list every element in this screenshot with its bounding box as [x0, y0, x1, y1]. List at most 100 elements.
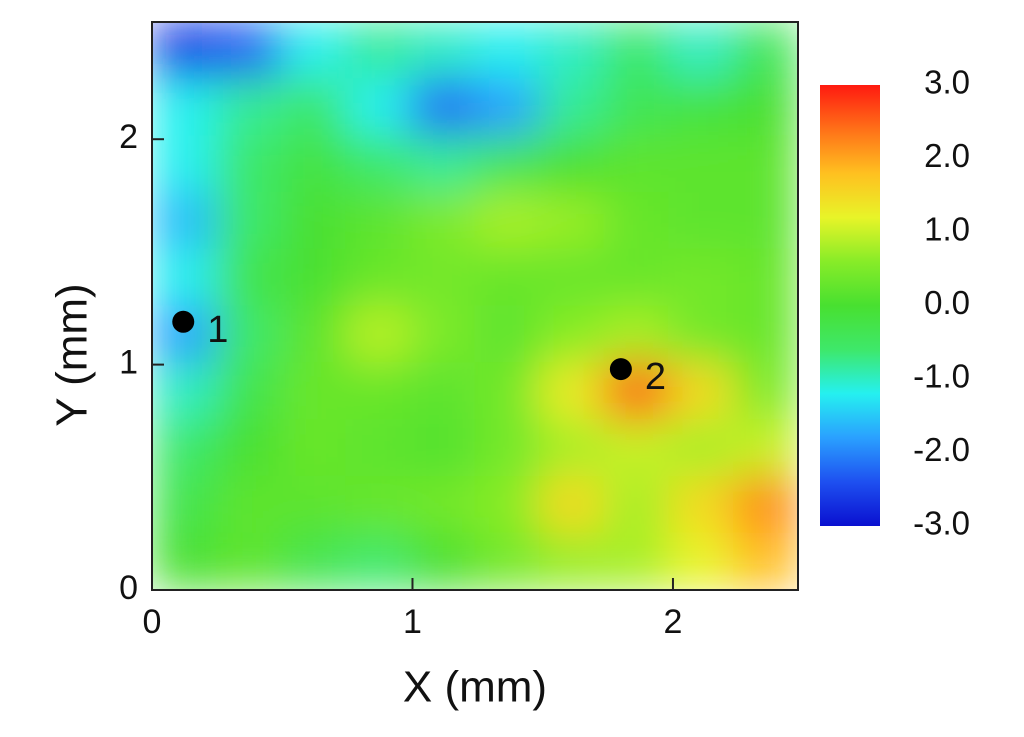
heatmap-cell: [280, 22, 347, 80]
heatmap-cell: [345, 362, 411, 421]
heatmap-cell: [474, 362, 541, 421]
heatmap-cell: [603, 78, 670, 137]
heatmap-cell: [474, 78, 541, 137]
y-tick-label: 1: [119, 344, 138, 382]
heatmap-cell: [732, 532, 798, 590]
heatmap-cell: [603, 305, 670, 364]
heatmap-cell: [732, 78, 798, 137]
heatmap-cell: [539, 475, 605, 534]
heatmap-cell: [539, 78, 605, 137]
y-tick-label: 0: [119, 569, 138, 607]
heatmap-cell: [732, 191, 798, 250]
heatmap-cell: [732, 305, 798, 364]
heatmap-cell: [280, 305, 347, 364]
heatmap-cell: [668, 135, 734, 193]
colorbar-tick-label: 1.0: [924, 211, 970, 248]
heatmap-cell: [345, 419, 411, 477]
plot-frame: [151, 21, 799, 591]
heatmap-cell: [409, 191, 476, 250]
heatmap-cell: [280, 475, 347, 534]
heatmap-cell: [409, 419, 476, 477]
heatmap-cell: [152, 475, 218, 534]
heatmap-cell: [668, 475, 734, 534]
colorbar-tick-label: -1.0: [913, 358, 970, 395]
heatmap-cell: [409, 22, 476, 80]
heatmap-cell: [668, 78, 734, 137]
heatmap-cell: [216, 135, 282, 193]
heatmap-cell: [216, 78, 282, 137]
heatmap-cell: [280, 191, 347, 250]
heatmap-cell: [345, 305, 411, 364]
heatmap-cell: [603, 22, 670, 80]
heatmap-cell: [216, 419, 282, 477]
heatmap-cell: [216, 191, 282, 250]
heatmap-cell: [345, 78, 411, 137]
x-tick-label: 2: [664, 603, 683, 641]
heatmap-cell: [280, 135, 347, 193]
colorbar-tick-label: -2.0: [913, 431, 970, 468]
heatmap-cell: [216, 305, 282, 364]
heatmap-cell: [409, 362, 476, 421]
heatmap-cell: [539, 362, 605, 421]
heatmap-cell: [216, 248, 282, 307]
heatmap-cell: [539, 248, 605, 307]
heatmap-cell: [732, 362, 798, 421]
colorbar-tick-label: -3.0: [913, 505, 970, 542]
heatmap-cell: [345, 475, 411, 534]
heatmap-cell: [280, 78, 347, 137]
heatmap-cell: [474, 305, 541, 364]
heatmap-cell: [152, 248, 218, 307]
colorbar-tick-label: 0.0: [924, 284, 970, 321]
heatmap-cell: [668, 191, 734, 250]
heatmap-cell: [603, 419, 670, 477]
heatmap-cell: [668, 419, 734, 477]
heatmap-cell: [409, 475, 476, 534]
colorbar-tick-label: 3.0: [924, 64, 970, 101]
heatmap-cell: [668, 362, 734, 421]
heatmap-cell: [539, 532, 605, 590]
heatmap-cell: [603, 475, 670, 534]
heatmap-cell: [345, 191, 411, 250]
heatmap-cell: [216, 475, 282, 534]
colorbar: [820, 85, 880, 526]
heatmap-cell: [409, 248, 476, 307]
heatmap-cell: [345, 22, 411, 80]
heatmap-cell: [152, 22, 218, 80]
heatmap-cell: [152, 191, 218, 250]
heatmap-cell: [409, 305, 476, 364]
heatmap-cell: [539, 191, 605, 250]
marker-point: [609, 358, 632, 381]
heatmap-cell: [345, 135, 411, 193]
heatmap-cell: [152, 419, 218, 477]
heatmap-cell: [152, 135, 218, 193]
heatmap-cell: [474, 475, 541, 534]
heatmap: [152, 22, 798, 590]
heatmap-cell: [603, 191, 670, 250]
heatmap-cell: [474, 532, 541, 590]
heatmap-cell: [668, 305, 734, 364]
heatmap-cell: [152, 362, 218, 421]
heatmap-cell: [732, 475, 798, 534]
marker-point: [172, 310, 195, 333]
heatmap-cell: [280, 419, 347, 477]
heatmap-cell: [280, 248, 347, 307]
heatmap-cell: [474, 191, 541, 250]
heatmap-cell: [216, 362, 282, 421]
heatmap-cell: [539, 305, 605, 364]
colorbar-tick-label: 2.0: [924, 137, 970, 174]
heatmap-cell: [474, 248, 541, 307]
heatmap-cell: [152, 78, 218, 137]
heatmap-cell: [474, 135, 541, 193]
y-axis-label: Y (mm): [48, 283, 97, 426]
x-tick-label: 0: [143, 603, 162, 641]
heatmap-cell: [409, 532, 476, 590]
heatmap-cell: [603, 248, 670, 307]
heatmap-cell: [280, 532, 347, 590]
heatmap-cell: [280, 362, 347, 421]
heatmap-cell: [732, 22, 798, 80]
heatmap-cell: [732, 135, 798, 193]
heatmap-cell: [474, 419, 541, 477]
heatmap-cell: [603, 532, 670, 590]
